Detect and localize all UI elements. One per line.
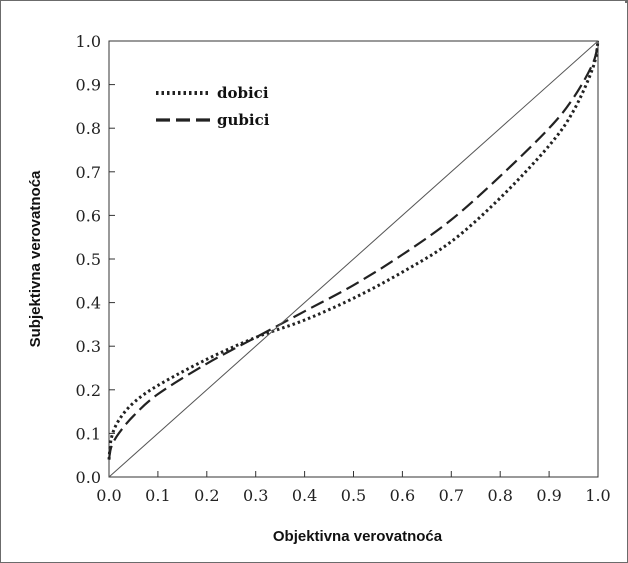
x-tick-label: 0.2 xyxy=(194,486,219,505)
y-tick-label: 0.0 xyxy=(76,468,101,487)
y-tick-label: 0.7 xyxy=(76,163,101,182)
x-tick-label: 0.7 xyxy=(439,486,464,505)
x-tick-label: 0.9 xyxy=(536,486,561,505)
y-tick-label: 1.0 xyxy=(76,32,101,51)
ticks-group: 0.0 0.1 0.2 0.3 0.4 0.5 0.6 0.7 0.8 0.9 1.0 0.0 0.1 0… xyxy=(76,32,611,505)
y-tick-label: 0.9 xyxy=(76,76,101,95)
x-tick-label: 0.5 xyxy=(341,486,366,505)
x-tick-label: 0.6 xyxy=(390,486,415,505)
x-tick-label: 0.3 xyxy=(243,486,268,505)
y-tick-label: 0.8 xyxy=(76,119,101,138)
x-axis-title: Objektivna verovatnoća xyxy=(273,528,443,545)
x-tick-label: 0.8 xyxy=(487,486,512,505)
legend-label-gubici: gubici xyxy=(217,111,270,129)
y-tick-label: 0.5 xyxy=(76,250,101,269)
y-tick-label: 0.2 xyxy=(76,381,101,400)
y-axis-title: Subjektivna verovatnoća xyxy=(27,170,44,347)
legend: dobici gubici xyxy=(156,84,270,129)
x-tick-label: 1.0 xyxy=(585,486,610,505)
y-tick-label: 0.3 xyxy=(76,337,101,356)
x-tick-label: 0.1 xyxy=(145,486,170,505)
frame-corner xyxy=(625,0,628,3)
y-tick-label: 0.6 xyxy=(76,206,101,225)
y-tick-label: 0.4 xyxy=(76,294,101,313)
diagonal-reference-line xyxy=(108,40,599,478)
series-group xyxy=(107,40,600,478)
x-tick-label: 0.0 xyxy=(96,486,121,505)
series-line-dobici xyxy=(107,40,600,460)
y-tick-label: 0.1 xyxy=(76,424,101,443)
x-tick-label: 0.4 xyxy=(292,486,317,505)
series-line-gubici xyxy=(107,40,600,460)
legend-label-dobici: dobici xyxy=(217,84,269,102)
